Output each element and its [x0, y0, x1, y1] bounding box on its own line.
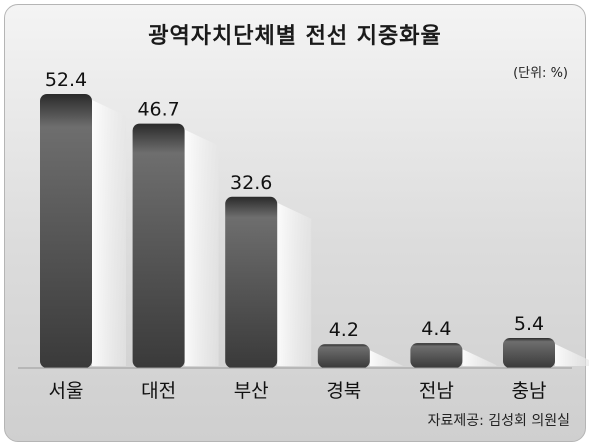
chart-title: 광역자치단체별 전선 지중화율: [148, 24, 442, 49]
bar-shadow-5: [555, 343, 589, 366]
category-label-3: 경북: [326, 380, 361, 402]
value-label-2: 32.6: [230, 172, 272, 194]
bar-shadow-4: [462, 349, 497, 366]
bar-shadow-3: [369, 350, 404, 367]
value-label-1: 46.7: [137, 99, 179, 121]
bar-서울: [40, 94, 92, 368]
category-label-4: 전남: [419, 380, 454, 402]
value-label-4: 4.4: [421, 318, 451, 340]
bar-shadow-2: [277, 202, 312, 366]
category-label-5: 충남: [512, 380, 547, 402]
unit-label: (단위: %): [513, 66, 568, 81]
source-label: 자료제공: 김성회 의원실: [427, 413, 570, 429]
bar-shadow-1: [184, 129, 219, 366]
bar-부산: [225, 196, 278, 368]
bar-shadow-0: [92, 100, 126, 366]
category-label-0: 서울: [49, 380, 84, 402]
category-label-2: 부산: [234, 380, 269, 402]
category-label-1: 대전: [141, 380, 176, 402]
bar-전남: [410, 343, 463, 368]
value-label-0: 52.4: [45, 69, 87, 91]
bar-경북: [317, 344, 370, 368]
value-label-3: 4.2: [329, 319, 359, 341]
bar-대전: [132, 123, 185, 368]
value-label-5: 5.4: [514, 313, 544, 335]
bar-충남: [503, 337, 555, 368]
